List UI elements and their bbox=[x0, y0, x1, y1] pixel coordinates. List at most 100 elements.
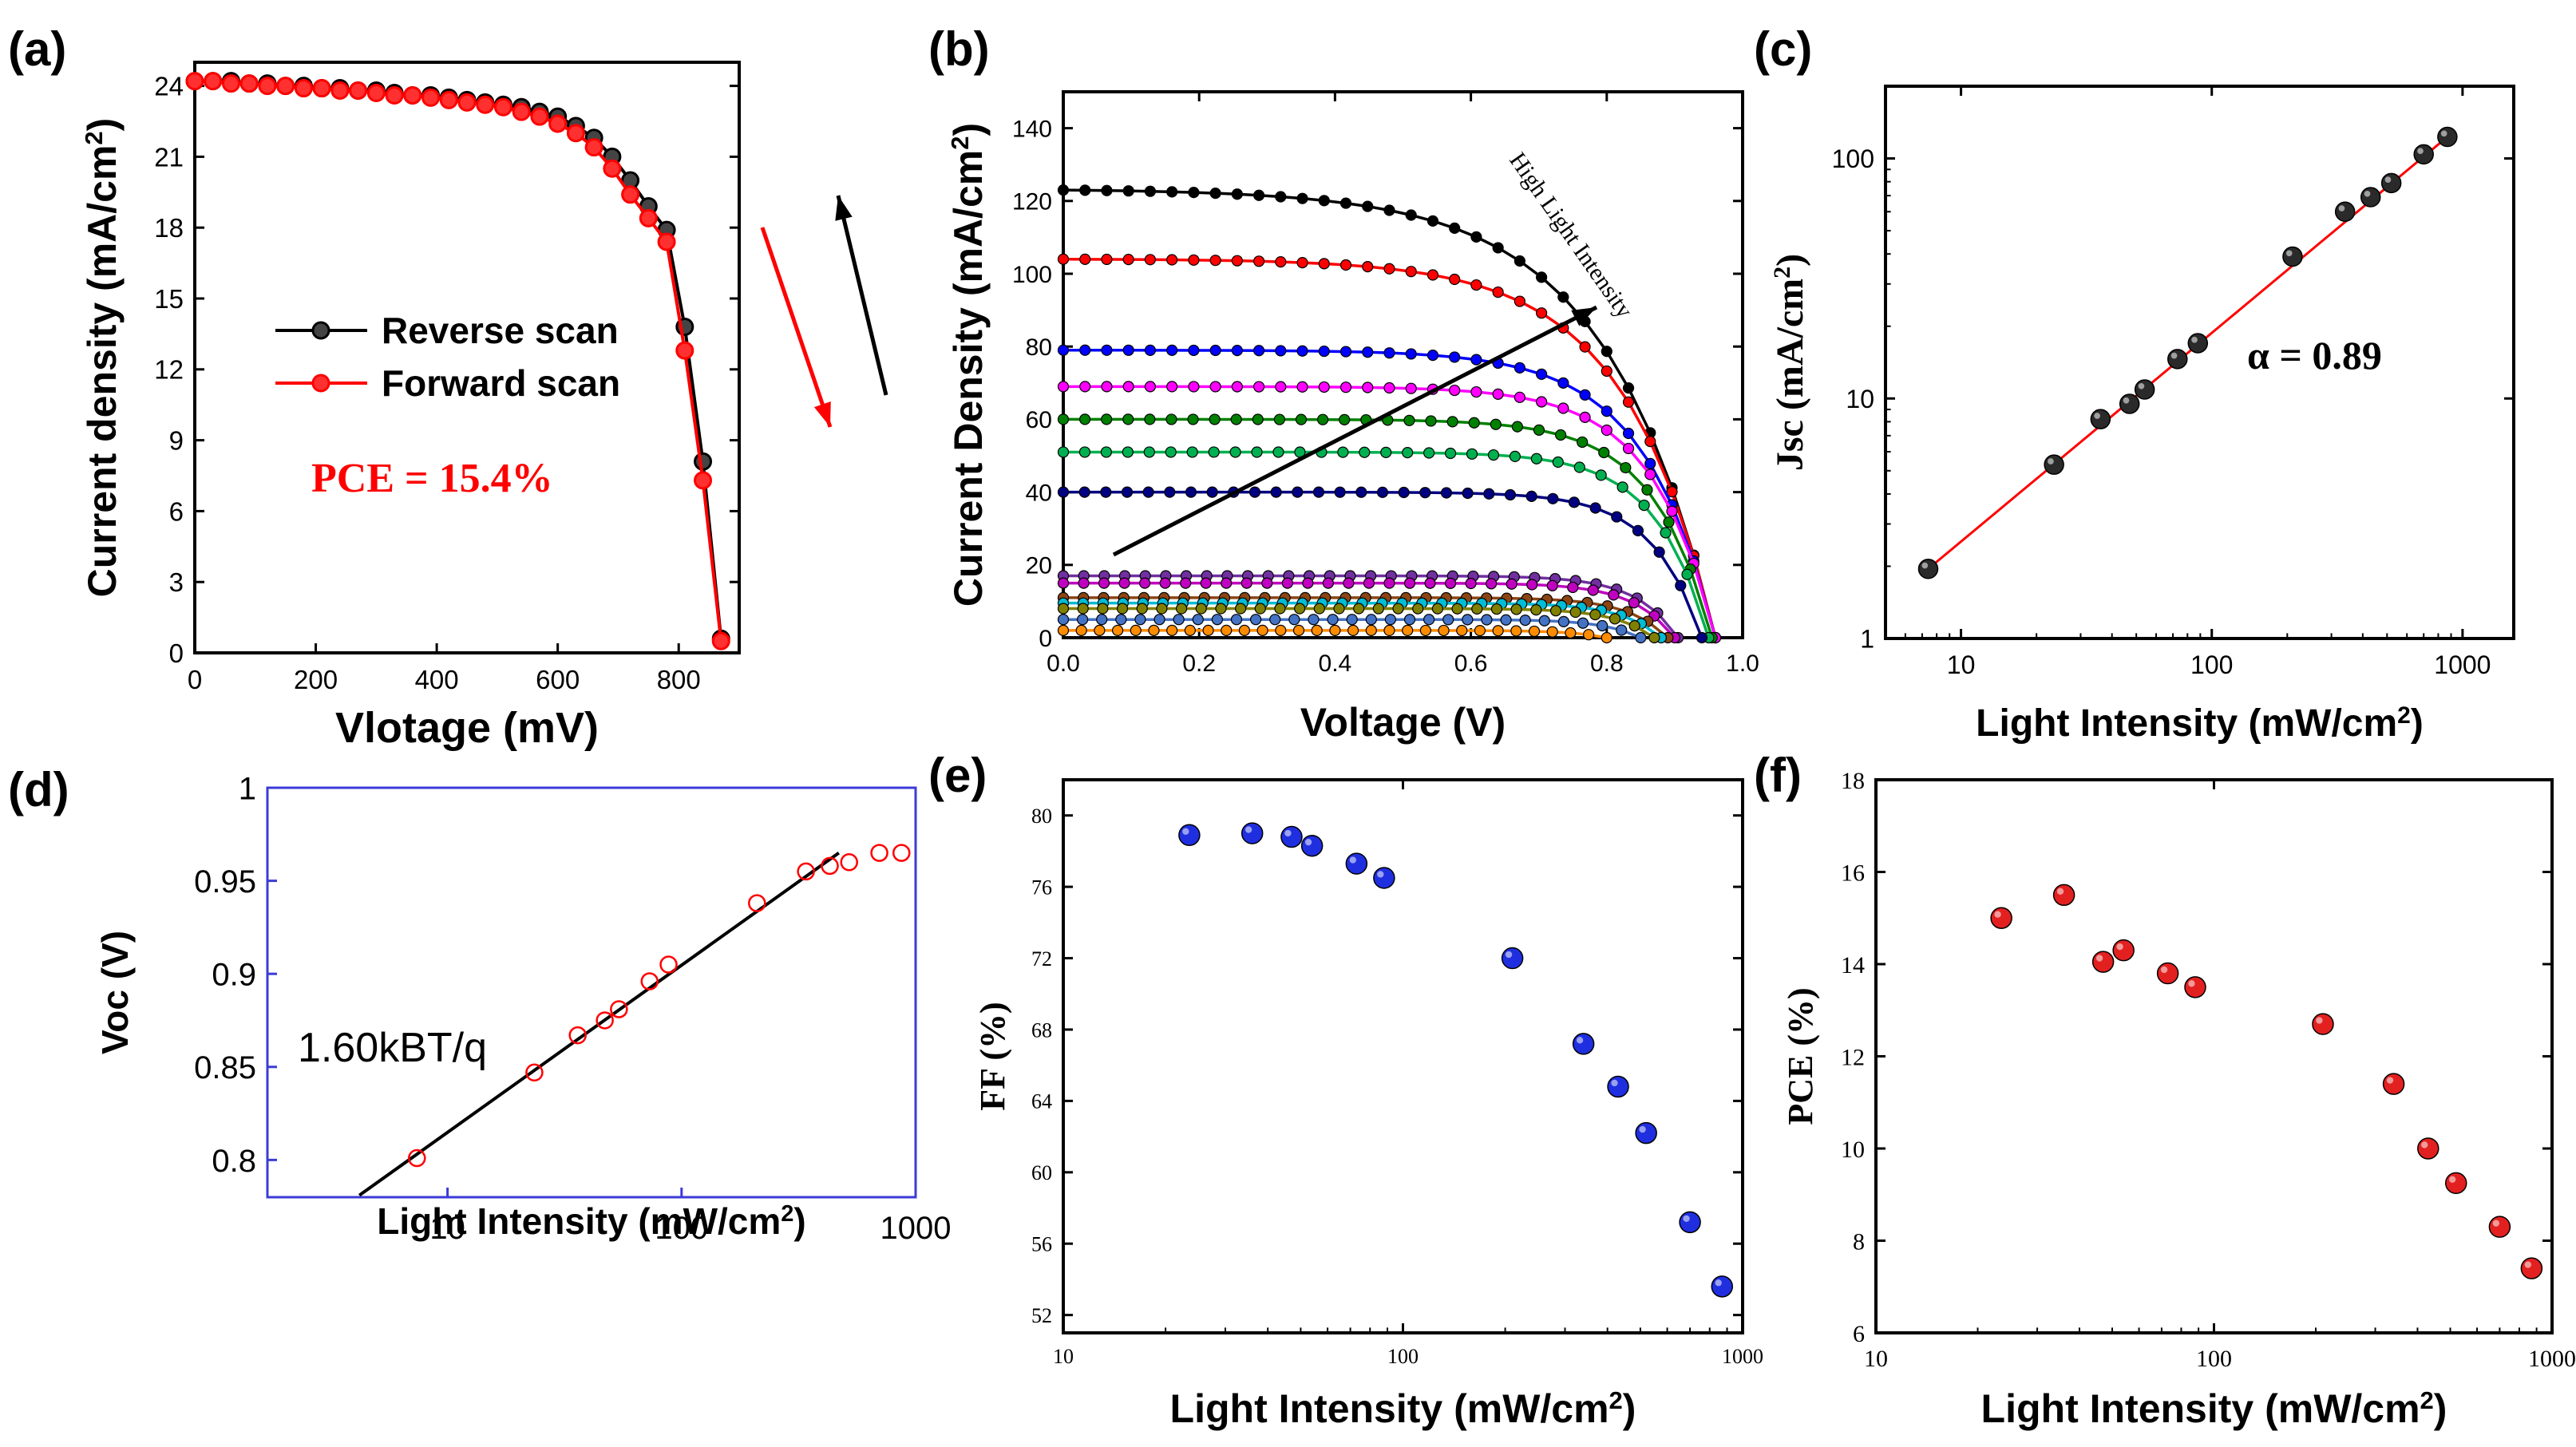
c-point bbox=[1917, 559, 1939, 579]
b-point-I7 bbox=[1504, 488, 1517, 501]
b-point-I14 bbox=[1221, 624, 1233, 636]
d-ytick-label: 0.95 bbox=[194, 864, 256, 899]
c-point bbox=[2413, 144, 2434, 165]
b-point-I7 bbox=[1100, 486, 1112, 498]
b-point-I13 bbox=[1134, 614, 1146, 626]
f-ylabel: PCE (%) bbox=[1781, 987, 1820, 1125]
b-point-I1 bbox=[1362, 200, 1374, 212]
b-point-I2 bbox=[1144, 254, 1157, 266]
e-ytick-label: 52 bbox=[1031, 1304, 1052, 1327]
f-point-highlight bbox=[2386, 1077, 2394, 1084]
a-ytick-label: 6 bbox=[169, 496, 184, 526]
b-point-I14 bbox=[1402, 624, 1414, 637]
c-fit-line bbox=[1927, 136, 2448, 570]
b-point-I2 bbox=[1209, 255, 1221, 267]
d-point bbox=[748, 894, 766, 912]
a-legend-marker bbox=[311, 374, 330, 393]
d-xlabel: Light Intensity (mW/cm2) bbox=[377, 1200, 805, 1242]
b-point-I13 bbox=[1269, 614, 1281, 626]
c-point-highlight bbox=[2338, 205, 2345, 212]
b-point-I6 bbox=[1057, 446, 1070, 458]
a-xlabel: Vlotage (mV) bbox=[335, 704, 599, 752]
a-series-1-point bbox=[312, 79, 331, 98]
b-point-I6 bbox=[1616, 481, 1628, 493]
b-point-I12 bbox=[1077, 603, 1089, 615]
b-point-I6 bbox=[1078, 446, 1091, 458]
f-point bbox=[2520, 1257, 2543, 1279]
b-xtick-label: 0.6 bbox=[1454, 650, 1488, 677]
b-point-I9 bbox=[1546, 579, 1558, 591]
b-point-I12 bbox=[1116, 603, 1129, 615]
b-point-I7 bbox=[1334, 486, 1346, 498]
b-ytick-label: 120 bbox=[1012, 189, 1052, 215]
b-point-I13 bbox=[1442, 614, 1454, 626]
e-point-highlight bbox=[1182, 828, 1189, 835]
b-point-I7 bbox=[1547, 492, 1559, 504]
b-point-I6 bbox=[1229, 446, 1241, 458]
b-point-I14 bbox=[1148, 624, 1160, 636]
b-xtick-label: 0.0 bbox=[1047, 650, 1080, 677]
f-point bbox=[2382, 1073, 2405, 1095]
b-point-I14 bbox=[1184, 624, 1196, 636]
b-point-I4 bbox=[1318, 381, 1330, 393]
b-point-I9 bbox=[1403, 577, 1416, 589]
a-series-1-line bbox=[195, 79, 723, 642]
c-point bbox=[2167, 349, 2188, 370]
panel-a-chart: 0 200 400 600 800 0 3 6 9 12 15 18 21 24 Vlotage (mV) C… bbox=[80, 61, 888, 752]
panel-label-c: (c) bbox=[1754, 22, 1812, 76]
f-point bbox=[2312, 1013, 2334, 1035]
b-point-I1 bbox=[1514, 255, 1525, 267]
b-point-I4 bbox=[1579, 411, 1591, 423]
d-point bbox=[525, 1063, 544, 1082]
b-point-I1 bbox=[1057, 184, 1070, 196]
b-point-I7 bbox=[1248, 486, 1261, 498]
c-point-highlight bbox=[2384, 176, 2392, 183]
b-point-I2 bbox=[1252, 255, 1265, 267]
e-xtick-label: 1000 bbox=[1722, 1345, 1763, 1368]
b-point-I1 bbox=[1492, 242, 1504, 254]
c-ytick-label: 1 bbox=[1860, 625, 1874, 654]
c-ylabel: Jsc (mA/cm2) bbox=[1769, 254, 1812, 471]
b-xlabel: Voltage (V) bbox=[1300, 700, 1506, 745]
b-point-I6 bbox=[1487, 449, 1500, 461]
c-point-highlight bbox=[2123, 397, 2130, 404]
a-series-1-point bbox=[548, 114, 568, 133]
b-point-I9 bbox=[1465, 577, 1477, 590]
e-point bbox=[1501, 947, 1524, 970]
b-point-I2 bbox=[1514, 295, 1525, 307]
b-point-I9 bbox=[1567, 581, 1579, 594]
b-ytick-label: 20 bbox=[1026, 553, 1052, 579]
e-xtick-label: 100 bbox=[1387, 1345, 1419, 1368]
b-point-I7 bbox=[1057, 486, 1070, 498]
b-point-I13 bbox=[1115, 614, 1127, 626]
b-point-I7 bbox=[1440, 487, 1453, 499]
a-series-1-point bbox=[349, 81, 368, 101]
b-ytick-label: 80 bbox=[1026, 334, 1052, 361]
a-ytick-label: 9 bbox=[169, 425, 184, 455]
a-series-1-point bbox=[403, 85, 422, 105]
d-point bbox=[840, 853, 858, 872]
b-point-I3 bbox=[1449, 351, 1461, 363]
a-xtick-label: 600 bbox=[536, 665, 580, 694]
d-point bbox=[797, 862, 815, 881]
a-ytick-label: 3 bbox=[169, 567, 184, 597]
b-point-I13 bbox=[1500, 614, 1512, 626]
b-point-I5 bbox=[1554, 429, 1567, 441]
e-ytick-label: 56 bbox=[1031, 1233, 1052, 1256]
b-point-I12 bbox=[1412, 603, 1424, 615]
b-point-I4 bbox=[1144, 381, 1157, 393]
b-point-I7 bbox=[1611, 511, 1623, 523]
b-point-I5 bbox=[1252, 413, 1264, 425]
b-point-I14 bbox=[1528, 625, 1541, 638]
b-point-I12 bbox=[1392, 603, 1404, 615]
c-point-highlight bbox=[1921, 562, 1929, 569]
b-point-I1 bbox=[1122, 185, 1134, 197]
panel-label-a: (a) bbox=[8, 22, 66, 76]
a-xtick-label: 0 bbox=[188, 665, 202, 694]
b-point-I2 bbox=[1644, 436, 1656, 448]
panel-d-chart: 10 100 1000 0.8 0.85 0.9 0.95 1 Light Intensity … bbox=[94, 771, 951, 1246]
b-point-I2 bbox=[1057, 253, 1070, 265]
f-point-highlight bbox=[2188, 980, 2195, 987]
a-ylabel: Current density (mA/cm2) bbox=[80, 118, 125, 598]
b-point-I12 bbox=[1569, 606, 1581, 619]
